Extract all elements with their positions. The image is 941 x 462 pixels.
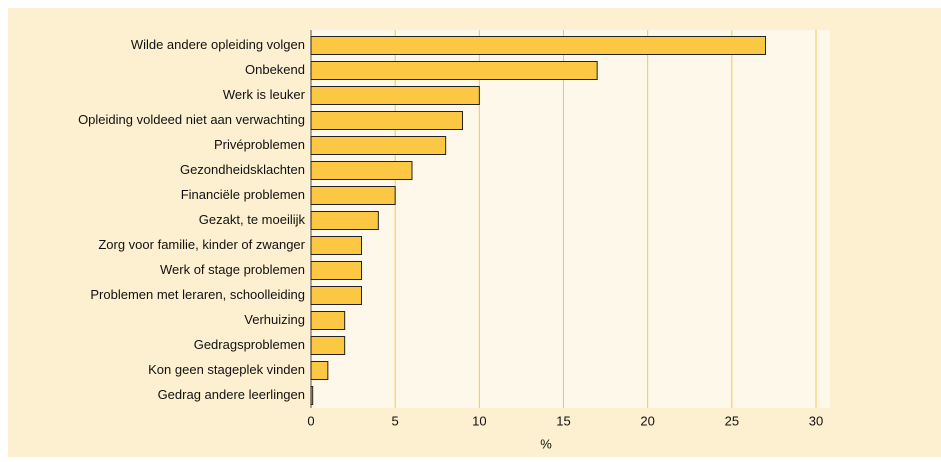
y-tick-label: Onbekend [245, 62, 305, 77]
bar [310, 336, 346, 355]
bar [310, 86, 480, 105]
bar [310, 111, 463, 130]
bar [310, 386, 314, 405]
bar [310, 236, 362, 255]
bar [310, 361, 329, 380]
bar [310, 186, 396, 205]
y-tick-label: Kon geen stageplek vinden [148, 362, 305, 377]
y-tick-label: Werk is leuker [223, 87, 306, 102]
y-tick-label: Financiële problemen [181, 187, 305, 202]
y-tick-label: Privéproblemen [214, 137, 305, 152]
bar [310, 286, 362, 305]
x-tick-label: 5 [392, 413, 399, 428]
y-tick-label: Werk of stage problemen [160, 262, 305, 277]
y-tick-label: Problemen met leraren, schoolleiding [90, 287, 305, 302]
y-tick-label: Verhuizing [244, 312, 305, 327]
x-tick-label: 20 [640, 413, 654, 428]
x-tick-label: 0 [307, 413, 314, 428]
bar [310, 161, 413, 180]
x-tick-label: 10 [472, 413, 486, 428]
y-tick-label: Zorg voor familie, kinder of zwanger [98, 237, 305, 252]
y-tick-label: Gezakt, te moeilijk [199, 212, 306, 227]
bar [310, 261, 362, 280]
bar [310, 136, 447, 155]
y-tick-label: Wilde andere opleiding volgen [131, 37, 305, 52]
bar [310, 211, 379, 230]
x-tick-label: 30 [809, 413, 823, 428]
y-tick-label: Gedragsproblemen [194, 337, 305, 352]
bar [310, 311, 346, 330]
y-tick-label: Opleiding voldeed niet aan verwachting [78, 112, 305, 127]
y-tick-label: Gedrag andere leerlingen [158, 387, 305, 402]
bar [310, 61, 598, 80]
bar [310, 36, 766, 55]
x-tick-label: 25 [725, 413, 739, 428]
x-tick-label: 15 [556, 413, 570, 428]
y-tick-label: Gezondheidsklachten [180, 162, 305, 177]
x-axis-label: % [540, 436, 552, 451]
